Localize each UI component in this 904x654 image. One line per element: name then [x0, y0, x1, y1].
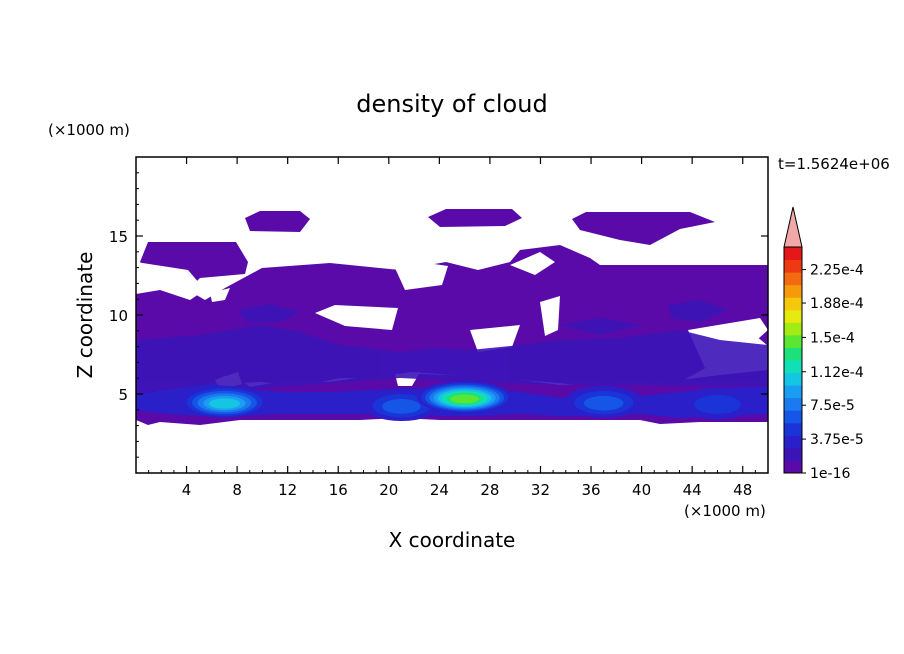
core-contour: [450, 394, 479, 404]
x-tick-label: 24: [430, 481, 449, 499]
y-tick-label: 15: [109, 228, 128, 246]
dense-cores: [180, 381, 755, 422]
x-tick-label: 16: [329, 481, 348, 499]
colorbar-label: 1.88e-4: [810, 296, 864, 312]
colorbar-segment: [784, 272, 802, 286]
core-contour: [382, 399, 421, 414]
colorbar-segment: [784, 410, 802, 424]
chart-title: density of cloud: [356, 90, 547, 118]
x-tick-label: 44: [683, 481, 702, 499]
y-axis: 5 10 15: [109, 172, 768, 458]
colorbar-segment: [784, 297, 802, 311]
colorbar-label: 3.75e-5: [810, 432, 864, 448]
colorbar-extend-arrow: [783, 206, 803, 248]
colorbar-segment: [784, 347, 802, 361]
colorbar-segment: [784, 309, 802, 323]
colorbar-segment: [784, 360, 802, 374]
x-tick-label: 20: [379, 481, 398, 499]
cloud-patch: [572, 212, 715, 245]
colorbar-label: 2.25e-4: [810, 263, 864, 279]
x-tick-label: 28: [480, 481, 499, 499]
cloud-field: [136, 209, 768, 425]
x-tick-label: 8: [232, 481, 242, 499]
colorbar-segment: [784, 334, 802, 348]
colorbar-label: 1.12e-4: [810, 365, 864, 381]
y-unit-label: (×1000 m): [48, 121, 130, 139]
x-axis-label: X coordinate: [389, 528, 516, 552]
colorbar-segment: [784, 322, 802, 336]
colorbar-label: 1.5e-4: [810, 330, 855, 346]
x-tick-label: 32: [531, 481, 550, 499]
x-unit-label: (×1000 m): [684, 502, 766, 520]
colorbar-segment: [784, 247, 802, 261]
x-tick-label: 40: [632, 481, 651, 499]
x-tick-label: 12: [278, 481, 297, 499]
core-contour: [583, 395, 624, 411]
colorbar-segment: [784, 397, 802, 411]
colorbar-segment: [784, 372, 802, 386]
colorbar-segment: [784, 460, 802, 474]
colorbar-segment: [784, 422, 802, 436]
core-contour: [694, 394, 741, 414]
mid-density-bands: [136, 300, 768, 394]
colorbar-segment: [784, 385, 802, 399]
colorbar-label: 1e-16: [810, 466, 850, 482]
x-tick-label: 36: [581, 481, 600, 499]
time-label: t=1.5624e+06: [778, 155, 890, 173]
x-axis: 4 8 12 16 20 24 28 32 36 40 44 48: [148, 157, 756, 499]
colorbar-segment: [784, 435, 802, 449]
x-tick-label: 48: [733, 481, 752, 499]
y-tick-label: 5: [118, 386, 128, 404]
y-tick-label: 10: [109, 307, 128, 325]
cloud-patch: [245, 211, 310, 232]
core-contour: [208, 398, 241, 409]
colorbar-segment: [784, 284, 802, 298]
colorbar: 1e-16 3.75e-5 7.5e-5 1.12e-4 1.5e-4 1.88e-4 2.…: [783, 206, 864, 482]
cloud-patch: [428, 209, 522, 227]
colorbar-label: 7.5e-5: [810, 398, 855, 414]
x-tick-label: 4: [182, 481, 192, 499]
colorbar-frame: [783, 246, 803, 474]
colorbar-segment: [784, 447, 802, 461]
colorbar-segment: [784, 259, 802, 273]
clear-air-gaps: [136, 252, 768, 390]
y-axis-label: Z coordinate: [73, 252, 97, 379]
